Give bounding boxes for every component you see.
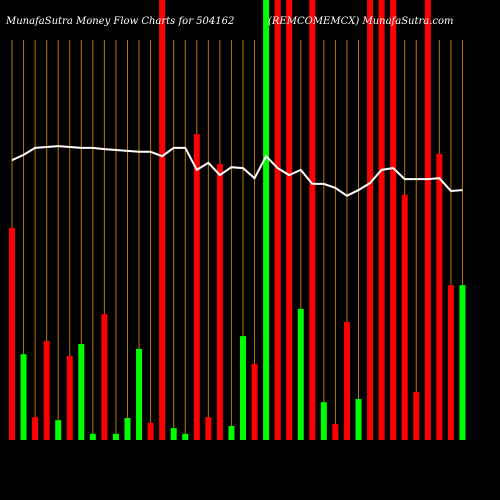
bar [182, 433, 189, 440]
lines [11, 145, 463, 197]
bar [124, 418, 131, 440]
bar [20, 354, 27, 440]
bar [343, 322, 350, 440]
bar [32, 417, 39, 440]
bar [355, 399, 362, 440]
bar [297, 308, 304, 440]
bar [112, 433, 119, 440]
bar [55, 420, 62, 440]
bar [240, 336, 246, 440]
money-flow-line [11, 145, 463, 197]
bar [251, 363, 258, 440]
bar [309, 0, 316, 440]
bar [147, 422, 154, 440]
bar [159, 0, 166, 440]
bar [274, 0, 281, 440]
bar [332, 424, 339, 440]
bar [424, 0, 431, 440]
bar [228, 425, 235, 440]
bar [43, 341, 50, 440]
bars [9, 0, 466, 440]
bar [459, 285, 466, 440]
bar [263, 0, 270, 440]
bar [401, 194, 408, 440]
bar [101, 314, 108, 440]
bar [216, 164, 223, 440]
bar [193, 134, 200, 440]
bar [89, 433, 96, 440]
bar [78, 344, 85, 440]
bar [413, 392, 420, 440]
bar [390, 0, 397, 440]
bar [9, 227, 15, 440]
bar [136, 348, 143, 440]
bar [436, 154, 443, 440]
bar [320, 402, 327, 440]
bar [378, 0, 385, 440]
bar [170, 428, 177, 440]
bar [66, 355, 73, 440]
chart-title: MunafaSutra Money Flow Charts for 504162 [5, 16, 234, 27]
bar [367, 0, 374, 440]
bar [286, 0, 293, 440]
bar [447, 285, 454, 440]
chart-subtitle: (REMCOMEMCX) MunafaSutra.com [268, 16, 454, 27]
bar [205, 417, 212, 440]
